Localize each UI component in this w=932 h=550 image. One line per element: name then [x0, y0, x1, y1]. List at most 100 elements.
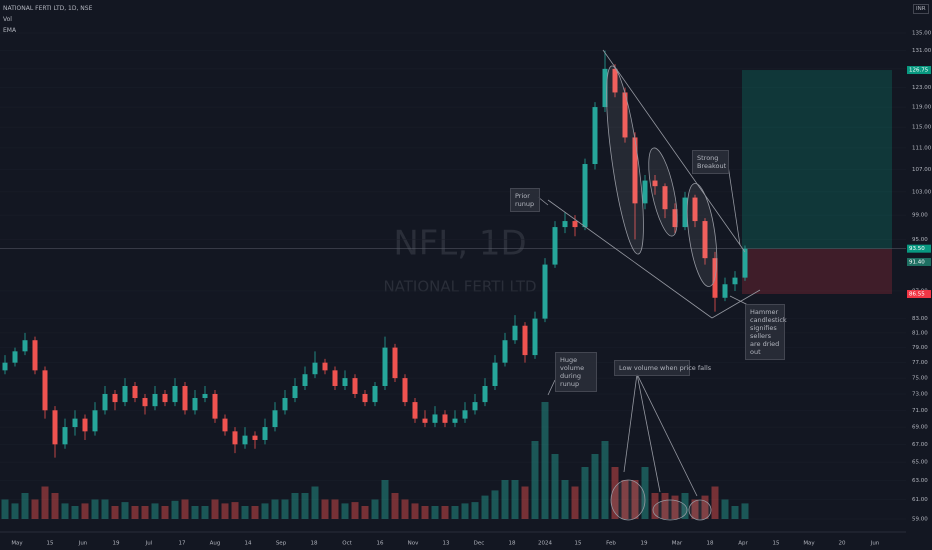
candle-body — [82, 418, 88, 432]
candle-body — [122, 385, 128, 403]
volume-bar — [431, 506, 439, 519]
annotation: Strong Breakout — [692, 150, 729, 174]
price-label: 93.50 — [909, 246, 925, 252]
x-tick-label: 18 — [509, 541, 516, 547]
y-tick-label: 63.00 — [912, 478, 928, 484]
volume-bar — [141, 506, 149, 519]
highlight-ellipse — [606, 65, 644, 255]
volume-bar — [591, 454, 599, 519]
volume-bar — [231, 502, 239, 519]
y-tick-label: 107.00 — [912, 167, 932, 173]
volume-bar — [191, 506, 199, 519]
volume-bar — [161, 506, 169, 519]
y-tick-label: 95.00 — [912, 237, 928, 243]
candle-body — [562, 221, 568, 228]
x-tick-label: Jun — [870, 541, 880, 547]
candle-body — [302, 374, 308, 386]
highlight-ellipse — [688, 499, 712, 521]
volume-bar — [281, 499, 289, 519]
volume-bar — [151, 503, 159, 519]
volume-bar — [601, 441, 609, 519]
candle-body — [52, 410, 58, 445]
volume-bar — [521, 486, 529, 519]
candle-body — [612, 68, 618, 93]
x-tick-label: 14 — [245, 541, 252, 547]
candle-body — [92, 410, 98, 432]
volume-bar — [681, 493, 689, 519]
candle-body — [542, 264, 548, 319]
candle-body — [702, 221, 708, 259]
volume-bar — [171, 500, 179, 519]
volume-bar — [181, 499, 189, 519]
y-tick-label: 99.00 — [912, 213, 928, 219]
candle-body — [102, 393, 108, 411]
y-tick-label: 61.00 — [912, 497, 928, 503]
y-tick-label: 119.00 — [912, 105, 932, 111]
volume-bar — [261, 503, 269, 519]
trend-line — [711, 289, 761, 319]
x-tick-label: 17 — [179, 541, 186, 547]
volume-bar — [41, 486, 49, 519]
x-tick-label: Mar — [672, 541, 683, 547]
candle-body — [662, 186, 668, 210]
symbol-title: NATIONAL FERTI LTD, 1D, NSE — [3, 5, 93, 12]
candle-body — [132, 385, 138, 399]
volume-bar — [411, 503, 419, 519]
stop-zone — [742, 248, 892, 295]
price-label: 126.75 — [909, 68, 929, 74]
volume-bar — [501, 480, 509, 519]
volume-bar — [221, 503, 229, 519]
candle-body — [402, 378, 408, 403]
highlight-ellipse — [652, 499, 688, 521]
y-tick-label: 115.00 — [912, 125, 932, 131]
candle-body — [152, 393, 158, 407]
indicator-label: Vol — [3, 16, 12, 23]
candle-body — [332, 370, 338, 386]
arrow-line — [623, 373, 638, 473]
price-label-bg — [907, 258, 931, 267]
candle-body — [252, 435, 258, 440]
candle-body — [552, 227, 558, 265]
volume-bar — [461, 503, 469, 519]
y-tick-label: 67.00 — [912, 442, 928, 448]
candle-body — [372, 385, 378, 403]
candle-body — [682, 197, 688, 228]
candle-body — [292, 385, 298, 399]
volume-bar — [551, 454, 559, 519]
x-tick-label: 18 — [311, 541, 318, 547]
x-tick-label: Nov — [408, 541, 419, 547]
volume-bar — [21, 493, 29, 519]
y-tick-label: 131.00 — [912, 48, 932, 54]
volume-bar — [621, 480, 629, 519]
volume-bar — [581, 467, 589, 519]
volume-bar — [61, 503, 69, 519]
candle-body — [182, 385, 188, 411]
candle-body — [392, 347, 398, 379]
candle-body — [522, 325, 528, 356]
candle-body — [2, 362, 8, 371]
x-tick-label: 16 — [377, 541, 384, 547]
volume-bar — [11, 503, 19, 519]
volume-bar — [421, 506, 429, 519]
y-tick-label: 65.00 — [912, 460, 928, 466]
annotation: Huge volume during runup — [555, 352, 597, 392]
candle-body — [642, 180, 648, 204]
y-tick-label: 71.00 — [912, 408, 928, 414]
candle-body — [732, 277, 738, 285]
candle-body — [12, 351, 18, 363]
x-tick-label: 19 — [113, 541, 120, 547]
volume-bar — [71, 506, 79, 519]
x-tick-label: 15 — [773, 541, 780, 547]
x-tick-label: 2024 — [538, 541, 552, 547]
callout-line — [727, 164, 741, 246]
x-tick-label: Sep — [276, 541, 287, 547]
x-tick-label: Apr — [738, 541, 748, 547]
volume-bar — [31, 499, 39, 519]
volume-bar — [271, 499, 279, 519]
x-tick-label: Feb — [606, 541, 616, 547]
candle-body — [502, 340, 508, 363]
candle-body — [472, 402, 478, 411]
volume-bar — [651, 493, 659, 519]
candle-body — [442, 414, 448, 423]
volume-bar — [541, 402, 549, 519]
